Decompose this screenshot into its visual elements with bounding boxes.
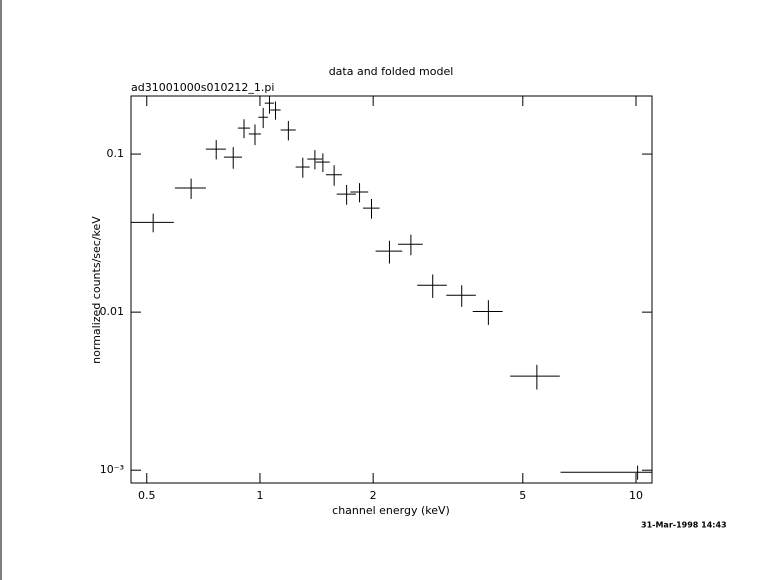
x-tick-label: 5	[519, 489, 526, 502]
x-tick-label: 1	[256, 489, 263, 502]
x-tick-label: 10	[629, 489, 643, 502]
chart-subtitle: ad31001000s010212_1.pi	[131, 81, 274, 94]
data-layer	[131, 96, 652, 480]
chart-title: data and folded model	[329, 65, 454, 78]
x-tick-label: 0.5	[138, 489, 156, 502]
x-tick-label: 2	[370, 489, 377, 502]
timestamp: 31-Mar-1998 14:43	[641, 521, 727, 530]
x-axis-label: channel energy (keV)	[332, 504, 450, 517]
y-tick-label: 10⁻³	[100, 463, 124, 476]
y-tick-label: 0.1	[107, 147, 125, 160]
y-axis-label: normalized counts/sec/keV	[90, 216, 103, 364]
plot-frame	[130, 95, 653, 484]
y-tick-label: 0.01	[100, 305, 125, 318]
